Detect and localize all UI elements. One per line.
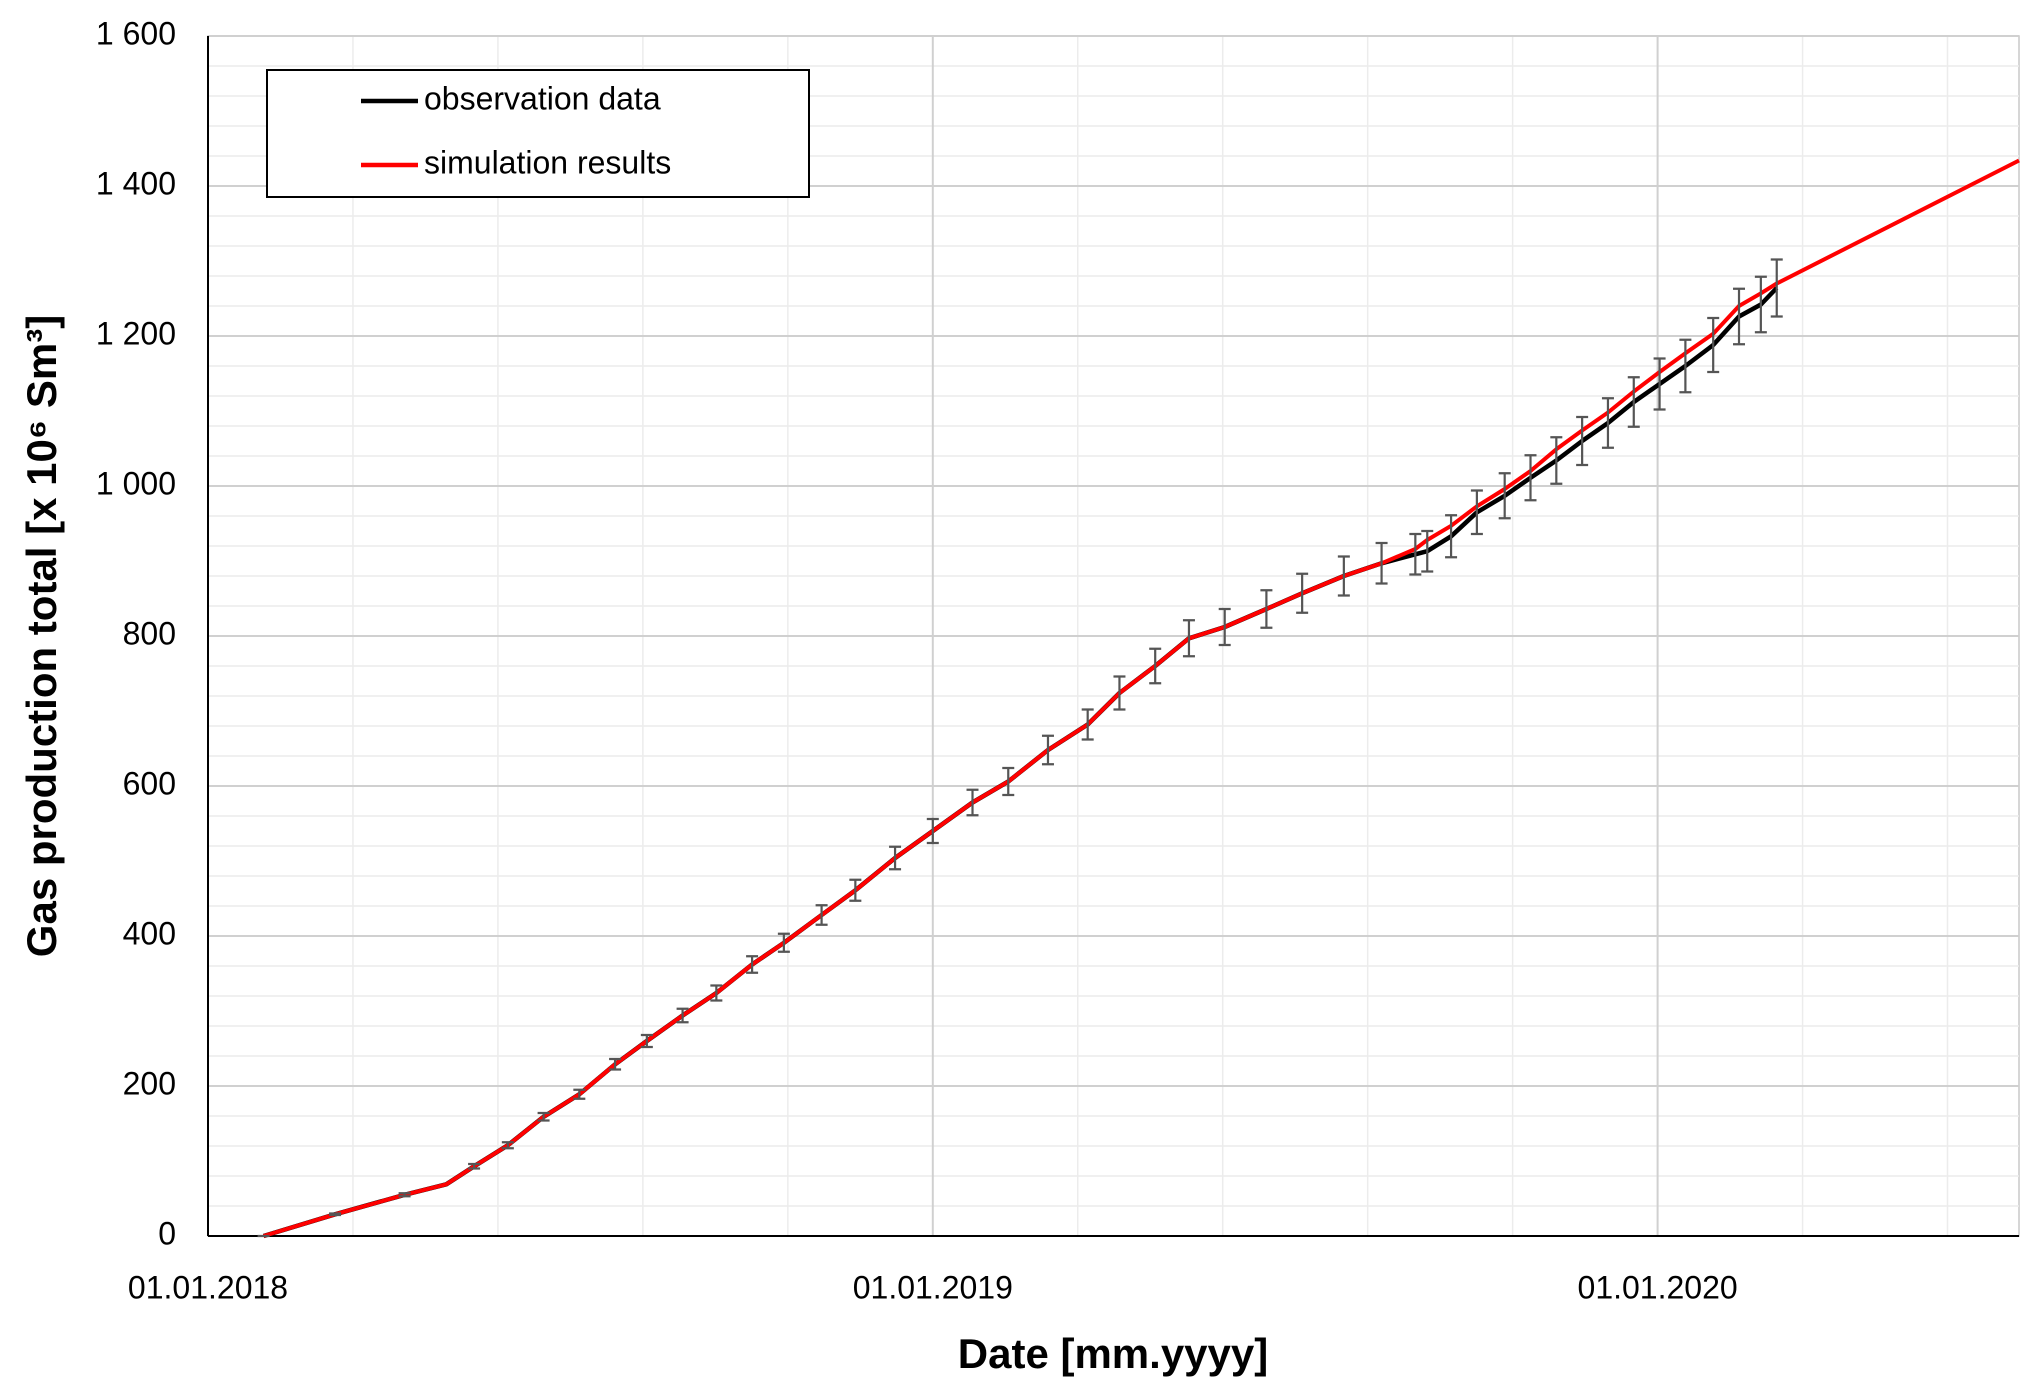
y-axis-title: Gas production total [x 10⁶ Sm³] — [18, 315, 65, 957]
y-tick-label: 400 — [123, 915, 176, 951]
error-bar — [1421, 529, 1434, 573]
error-bar — [1081, 708, 1094, 741]
error-bar — [1296, 572, 1309, 614]
error-bar — [1113, 675, 1126, 711]
error-bar — [966, 788, 979, 817]
error-bar — [1627, 376, 1640, 428]
error-bar — [1041, 734, 1054, 766]
error-bar — [1679, 338, 1692, 394]
error-bar — [676, 1007, 689, 1024]
error-bar — [1337, 555, 1350, 597]
error-bar — [1653, 357, 1666, 411]
error-bar — [1601, 397, 1614, 449]
x-tick-label: 01.01.2019 — [853, 1269, 1013, 1305]
error-bar — [609, 1057, 622, 1071]
error-bar — [1218, 607, 1231, 647]
y-tick-label: 1 400 — [96, 165, 176, 201]
error-bar — [889, 845, 902, 871]
legend-box — [266, 69, 810, 198]
error-bar — [1149, 647, 1162, 685]
error-bar — [777, 932, 790, 953]
error-bar — [1445, 514, 1458, 559]
error-bar — [1182, 619, 1195, 658]
error-bar — [1470, 489, 1483, 536]
error-bar — [468, 1162, 481, 1170]
x-axis-title: Date [mm.yyyy] — [958, 1330, 1268, 1377]
y-tick-label: 0 — [158, 1215, 176, 1251]
error-bar — [1550, 436, 1563, 485]
error-bar — [1375, 541, 1388, 585]
y-tick-label: 1 000 — [96, 465, 176, 501]
error-bar — [1707, 316, 1720, 374]
error-bar — [746, 955, 759, 974]
y-tick-label: 1 200 — [96, 315, 176, 351]
error-bar — [329, 1212, 342, 1217]
error-bar — [1002, 766, 1015, 797]
error-bar — [537, 1111, 550, 1122]
error-bar — [849, 878, 862, 902]
x-tick-label: 01.01.2018 — [128, 1269, 288, 1305]
error-bar — [501, 1141, 514, 1150]
error-bar — [710, 984, 723, 1002]
error-bar — [573, 1088, 586, 1100]
error-bar — [1770, 258, 1783, 318]
error-bar — [1498, 472, 1511, 520]
error-bar — [815, 904, 828, 926]
x-tick-label: 01.01.2020 — [1578, 1269, 1738, 1305]
y-tick-label: 800 — [123, 615, 176, 651]
error-bar — [1409, 532, 1422, 576]
error-bar — [1754, 275, 1767, 334]
y-tick-label: 600 — [123, 765, 176, 801]
y-tick-label: 1 600 — [96, 15, 176, 51]
error-bar — [640, 1033, 653, 1049]
error-bar — [1524, 454, 1537, 502]
legend-label: observation data — [424, 80, 661, 116]
error-bar — [1733, 287, 1746, 346]
error-bar — [1260, 589, 1273, 629]
legend-label: simulation results — [424, 144, 671, 180]
error-bar — [926, 817, 939, 845]
error-bar — [398, 1192, 411, 1198]
error-bar — [1576, 415, 1589, 467]
y-tick-label: 200 — [123, 1065, 176, 1101]
